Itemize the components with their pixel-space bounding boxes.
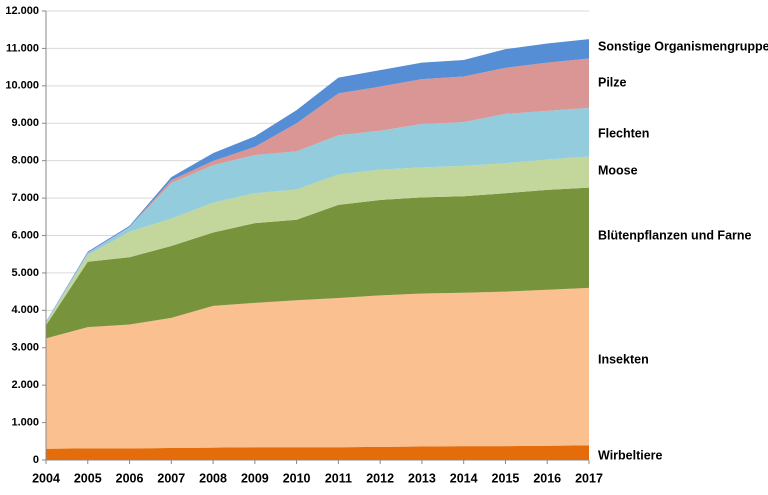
x-tick-label: 2007 xyxy=(157,471,185,485)
x-tick-label: 2005 xyxy=(74,471,102,485)
y-tick-label: 0 xyxy=(33,454,39,466)
area xyxy=(46,187,589,339)
area xyxy=(46,156,589,326)
series-label: Blütenpflanzen und Farne xyxy=(598,228,752,242)
y-tick-label: 1.000 xyxy=(11,416,39,428)
y-tick-label: 11.000 xyxy=(6,42,39,54)
y-tick-label: 5.000 xyxy=(11,267,39,279)
x-tick-label: 2009 xyxy=(241,471,269,485)
series-label: Flechten xyxy=(598,126,649,140)
series-label: Pilze xyxy=(598,75,627,89)
y-tick-label: 6.000 xyxy=(11,229,39,241)
y-tick-label: 2.000 xyxy=(11,379,39,391)
y-tick-label: 12.000 xyxy=(5,5,39,17)
series-label: Sonstige Organismengruppen xyxy=(598,39,768,53)
x-tick-label: 2016 xyxy=(533,471,561,485)
x-tick-label: 2013 xyxy=(408,471,436,485)
x-tick-label: 2006 xyxy=(116,471,144,485)
area xyxy=(46,58,589,323)
series-label: Insekten xyxy=(598,352,649,366)
area xyxy=(46,107,589,324)
y-tick-label: 10.000 xyxy=(5,80,39,92)
series-label: Wirbeltiere xyxy=(598,448,663,462)
x-tick-label: 2012 xyxy=(366,471,394,485)
y-tick-label: 4.000 xyxy=(11,304,39,316)
x-tick-label: 2004 xyxy=(32,471,60,485)
y-tick-label: 8.000 xyxy=(11,155,39,167)
area xyxy=(46,287,589,449)
area xyxy=(46,445,589,460)
x-tick-label: 2011 xyxy=(325,471,352,485)
area xyxy=(46,39,589,322)
x-tick-label: 2014 xyxy=(450,471,478,485)
x-tick-label: 2008 xyxy=(199,471,227,485)
y-tick-label: 3.000 xyxy=(11,342,39,354)
x-tick-label: 2015 xyxy=(492,471,520,485)
series-label: Moose xyxy=(598,163,638,177)
x-tick-label: 2010 xyxy=(283,471,311,485)
x-tick-label: 2017 xyxy=(575,471,603,485)
y-tick-label: 9.000 xyxy=(11,117,39,129)
y-tick-label: 7.000 xyxy=(11,192,39,204)
